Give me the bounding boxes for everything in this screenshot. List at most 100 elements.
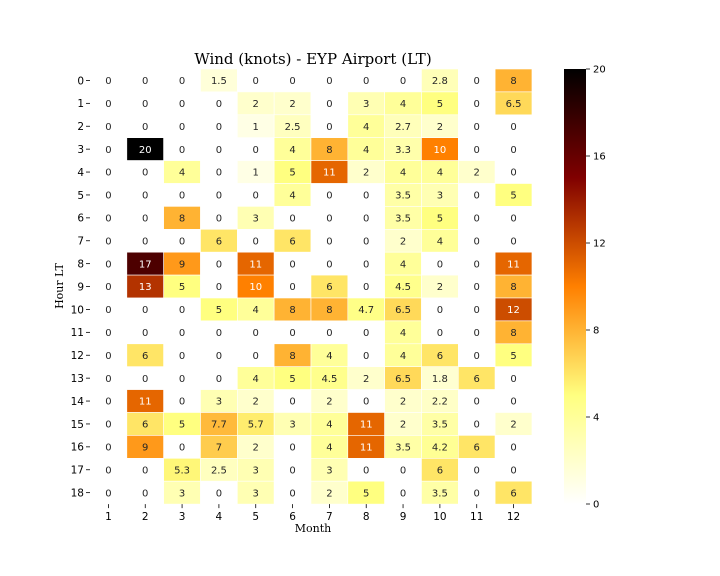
cell-value-label: 0 [179,328,185,339]
cell-value-label: 0 [253,191,259,202]
cell-value-label: 0 [400,465,406,476]
cell-value-label: 2 [400,397,406,408]
cell-value-label: 2.7 [395,122,411,133]
cell-value-label: 6 [510,488,516,499]
cell-value-label: 0 [326,236,332,247]
cell-value-label: 0 [216,168,222,179]
cell-value-label: 9 [142,442,148,453]
cell-value-label: 0 [474,328,480,339]
cell-value-label: 0 [105,191,111,202]
cell-value-label: 0 [510,374,516,385]
cell-value-label: 0 [105,76,111,87]
x-axis-ticks: 1 2 3 4 5 6 7 8 9 10 11 12 [105,504,520,523]
cell-value-label: 0 [253,76,259,87]
cell-value-label: 2.5 [211,465,227,476]
cell-value-label: 5 [437,99,443,110]
cell-value-label: 0 [289,76,295,87]
y-tick-label: 17 [71,465,84,477]
cell-value-label: 5 [289,168,295,179]
cell-value-label: 3 [289,420,295,431]
cell-value-label: 0 [363,213,369,224]
cell-value-label: 0 [363,351,369,362]
y-tick-label: 1 [77,98,84,110]
cell-value-label: 4.7 [358,305,374,316]
cell-value-label: 20 [139,145,152,156]
cell-value-label: 0 [400,488,406,499]
cell-value-label: 0 [400,76,406,87]
cell-value-label: 10 [249,282,262,293]
colorbar [564,69,586,504]
cell-value-label: 0 [363,282,369,293]
y-tick-label: 14 [71,396,85,408]
cell-value-label: 0 [179,397,185,408]
cell-value-label: 0 [363,76,369,87]
x-tick-label: 7 [326,511,333,523]
cell-value-label: 4 [363,145,369,156]
cell-value-label: 0 [142,328,148,339]
cell-value-label: 0 [474,236,480,247]
cell-value-label: 2 [253,397,259,408]
colorbar-tick-label: 20 [593,65,606,76]
y-axis-label: Hour LT [53,262,66,308]
cell-value-label: 0 [179,122,185,133]
cell-value-label: 0 [510,397,516,408]
cell-value-label: 3.5 [395,191,411,202]
cell-value-label: 0 [142,213,148,224]
cell-value-label: 0 [179,191,185,202]
cell-value-label: 4 [400,351,406,362]
cell-value-label: 0 [105,168,111,179]
colorbar-tick-label: 12 [593,239,606,250]
cell-value-label: 0 [289,488,295,499]
colorbar-tick-label: 4 [593,413,599,424]
cell-value-label: 0 [179,305,185,316]
cell-value-label: 0 [474,76,480,87]
cell-value-label: 0 [142,191,148,202]
cell-value-label: 0 [142,374,148,385]
cell-value-label: 6 [216,236,222,247]
cell-value-label: 5 [216,305,222,316]
cell-value-label: 0 [326,122,332,133]
cell-value-label: 8 [179,213,185,224]
cell-value-label: 5.3 [174,465,190,476]
cell-value-label: 0 [216,351,222,362]
cell-value-label: 4 [253,374,259,385]
cell-value-label: 0 [474,488,480,499]
y-tick-label: 6 [77,213,84,225]
cell-value-label: 0 [474,145,480,156]
y-tick-label: 15 [71,419,84,431]
cell-value-label: 0 [289,282,295,293]
cell-value-label: 5 [179,420,185,431]
cell-value-label: 0 [474,122,480,133]
cell-value-label: 2.5 [285,122,301,133]
cell-value-label: 0 [253,328,259,339]
cell-value-label: 0 [363,191,369,202]
colorbar-ticks: 0 4 8 12 16 20 [586,65,606,511]
cell-value-label: 0 [105,282,111,293]
cell-value-label: 0 [142,488,148,499]
cell-value-label: 0 [326,191,332,202]
cell-value-label: 11 [507,259,520,270]
cell-value-label: 0 [216,282,222,293]
cell-value-label: 11 [360,420,373,431]
cell-value-label: 4 [326,420,332,431]
x-tick-label: 3 [179,511,186,523]
cell-value-label: 4 [400,99,406,110]
cell-value-label: 6.5 [395,374,411,385]
cell-value-label: 3 [437,191,443,202]
cell-value-label: 0 [474,259,480,270]
cell-value-label: 6 [437,351,443,362]
cell-value-label: 2 [510,420,516,431]
cell-value-label: 0 [142,99,148,110]
x-tick-label: 11 [470,511,483,523]
y-tick-label: 0 [77,75,84,87]
y-tick-label: 13 [71,373,84,385]
cell-value-label: 5 [289,374,295,385]
cell-value-label: 0 [179,442,185,453]
cell-value-label: 0 [510,465,516,476]
cell-value-label: 8 [289,351,295,362]
cell-value-label: 0 [179,76,185,87]
cell-value-label: 0 [105,442,111,453]
cell-value-label: 0 [437,328,443,339]
cell-value-label: 0 [105,374,111,385]
